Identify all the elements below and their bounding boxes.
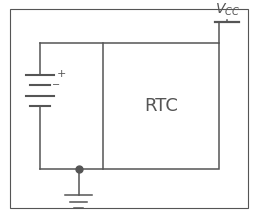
Bar — [103, 43, 219, 169]
Text: −: − — [52, 80, 60, 90]
Text: RTC: RTC — [144, 97, 178, 115]
Text: $V_{CC}$: $V_{CC}$ — [214, 2, 240, 18]
Text: +: + — [57, 69, 66, 79]
